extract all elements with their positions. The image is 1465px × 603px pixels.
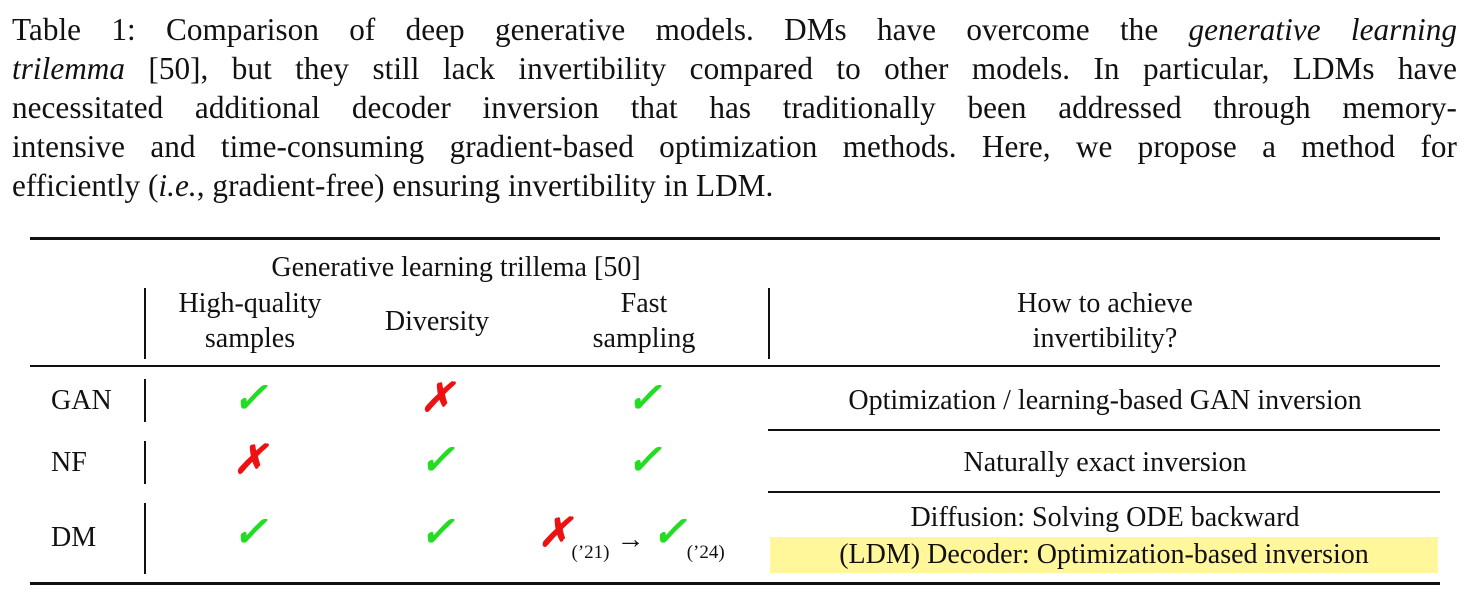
col-header-fast-sampling: Fast sampling — [592, 288, 696, 354]
nf-separator — [144, 441, 146, 484]
gan-separator — [144, 379, 146, 422]
col-header-quality: High-quality samples — [178, 288, 322, 354]
group-header-trilemma: Generative learning trillema [50] — [271, 252, 641, 283]
nf-fast-check-icon: ✓ — [626, 438, 662, 484]
dm-fast-cross-icon: ✗ — [538, 510, 572, 555]
dm-quality-check-icon: ✓ — [232, 510, 268, 556]
gan-diversity-cross-icon: ✗ — [420, 375, 454, 420]
table-caption: Table 1: Comparison of deep generative m… — [12, 10, 1457, 205]
caption-line-4: intensive and time-consuming gradient-ba… — [12, 129, 1457, 164]
row-label-nf: NF — [51, 447, 87, 478]
ldm-decoder-highlight — [770, 537, 1438, 573]
header-separator-right — [768, 288, 770, 359]
nf-quality-cross-icon: ✗ — [233, 437, 267, 482]
nf-diversity-check-icon: ✓ — [419, 438, 455, 484]
caption-line-1: Table 1: Comparison of deep generative m… — [12, 12, 1457, 47]
dm-diversity-check-icon: ✓ — [419, 510, 455, 556]
dm-fast-to-year: (’24) — [686, 542, 725, 563]
header-separator-left — [144, 288, 146, 359]
arrow-right-icon: → — [616, 524, 645, 555]
table-bottom-rule — [30, 582, 1440, 585]
dm-fast-from-year: (’21) — [571, 542, 610, 563]
gan-quality-check-icon: ✓ — [232, 376, 268, 422]
dm-fast-check-icon: ✓ — [651, 510, 687, 556]
table-top-rule — [30, 237, 1440, 240]
gan-fast-check-icon: ✓ — [626, 376, 662, 422]
caption-line-2: trilemma [50], but they still lack inver… — [12, 51, 1457, 86]
table-header-rule — [30, 365, 1440, 367]
dm-diffusion-inversion-method: Diffusion: Solving ODE backward — [910, 502, 1300, 533]
gan-inversion-rule — [768, 429, 1440, 431]
nf-inversion-rule — [768, 491, 1440, 493]
dm-separator — [144, 503, 146, 574]
col-header-invertibility: How to achieve invertibility? — [1017, 288, 1193, 354]
dm-ldm-decoder-inversion-method: (LDM) Decoder: Optimization-based invers… — [839, 539, 1369, 570]
col-header-diversity: Diversity — [384, 306, 490, 337]
row-label-gan: GAN — [51, 385, 112, 416]
caption-line-3: necessitated additional decoder inversio… — [12, 90, 1457, 125]
caption-line-5: efficiently (i.e., gradient-free) ensuri… — [12, 168, 774, 203]
dm-fast-sampling-transition: ✗(’21) → ✓(’24) — [538, 510, 758, 563]
gan-inversion-method: Optimization / learning-based GAN invers… — [848, 385, 1362, 416]
nf-inversion-method: Naturally exact inversion — [963, 447, 1247, 478]
row-label-dm: DM — [51, 522, 97, 553]
